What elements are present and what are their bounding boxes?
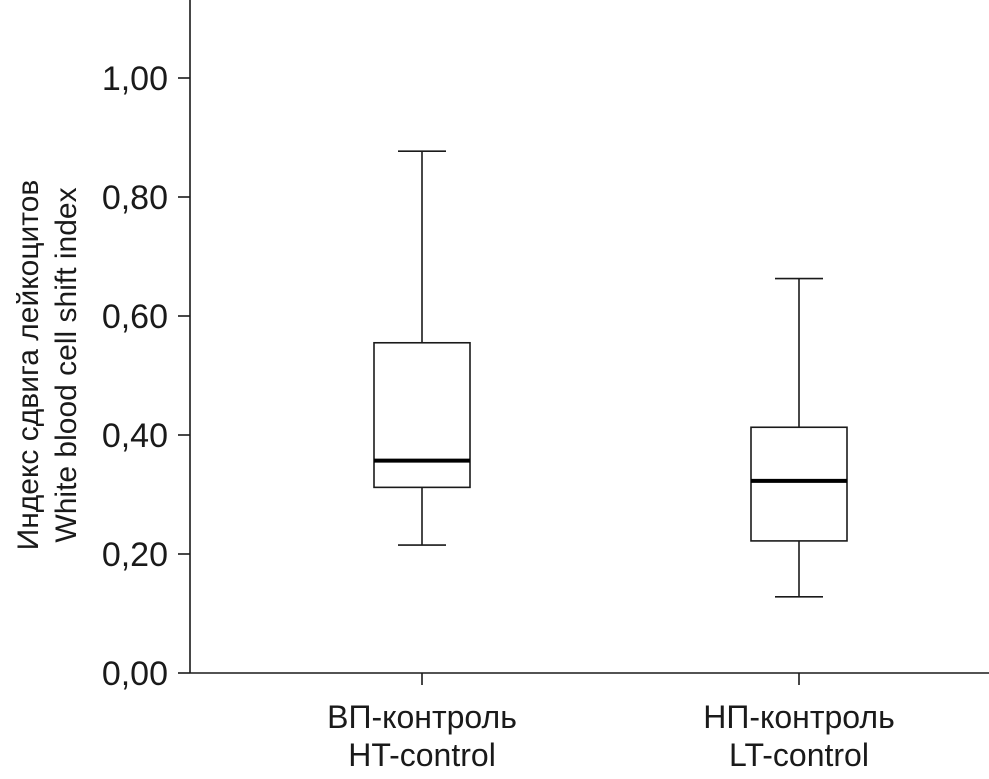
boxes — [373, 150, 848, 598]
axes — [189, 0, 989, 674]
box-group — [373, 150, 471, 546]
box-group — [750, 277, 848, 598]
y-ticks: 0,00 0,20 0,40 0,60 0,80 1,00 — [102, 60, 190, 693]
y-axis-title-line-1: Индекс сдвига лейкоцитов — [12, 180, 45, 551]
y-tick-label: 0,80 — [102, 179, 168, 217]
y-tick-label: 0,20 — [102, 536, 168, 574]
y-tick-label: 0,00 — [102, 655, 168, 693]
x-tick-label: ВП-контроль — [327, 699, 517, 735]
x-tick-label: НП-контроль — [703, 699, 894, 735]
y-tick-label: 0,60 — [102, 298, 168, 336]
x-tick-label: HT-control — [348, 737, 496, 773]
iqr-box — [750, 426, 848, 542]
x-tick-label: LT-control — [729, 737, 869, 773]
y-axis-title-line-2: White blood cell shift index — [50, 187, 83, 542]
y-tick-label: 1,00 — [102, 60, 168, 98]
iqr-box — [373, 341, 471, 489]
y-tick-label: 0,40 — [102, 417, 168, 455]
y-axis-title: Индекс сдвига лейкоцитов White blood cel… — [12, 180, 83, 551]
